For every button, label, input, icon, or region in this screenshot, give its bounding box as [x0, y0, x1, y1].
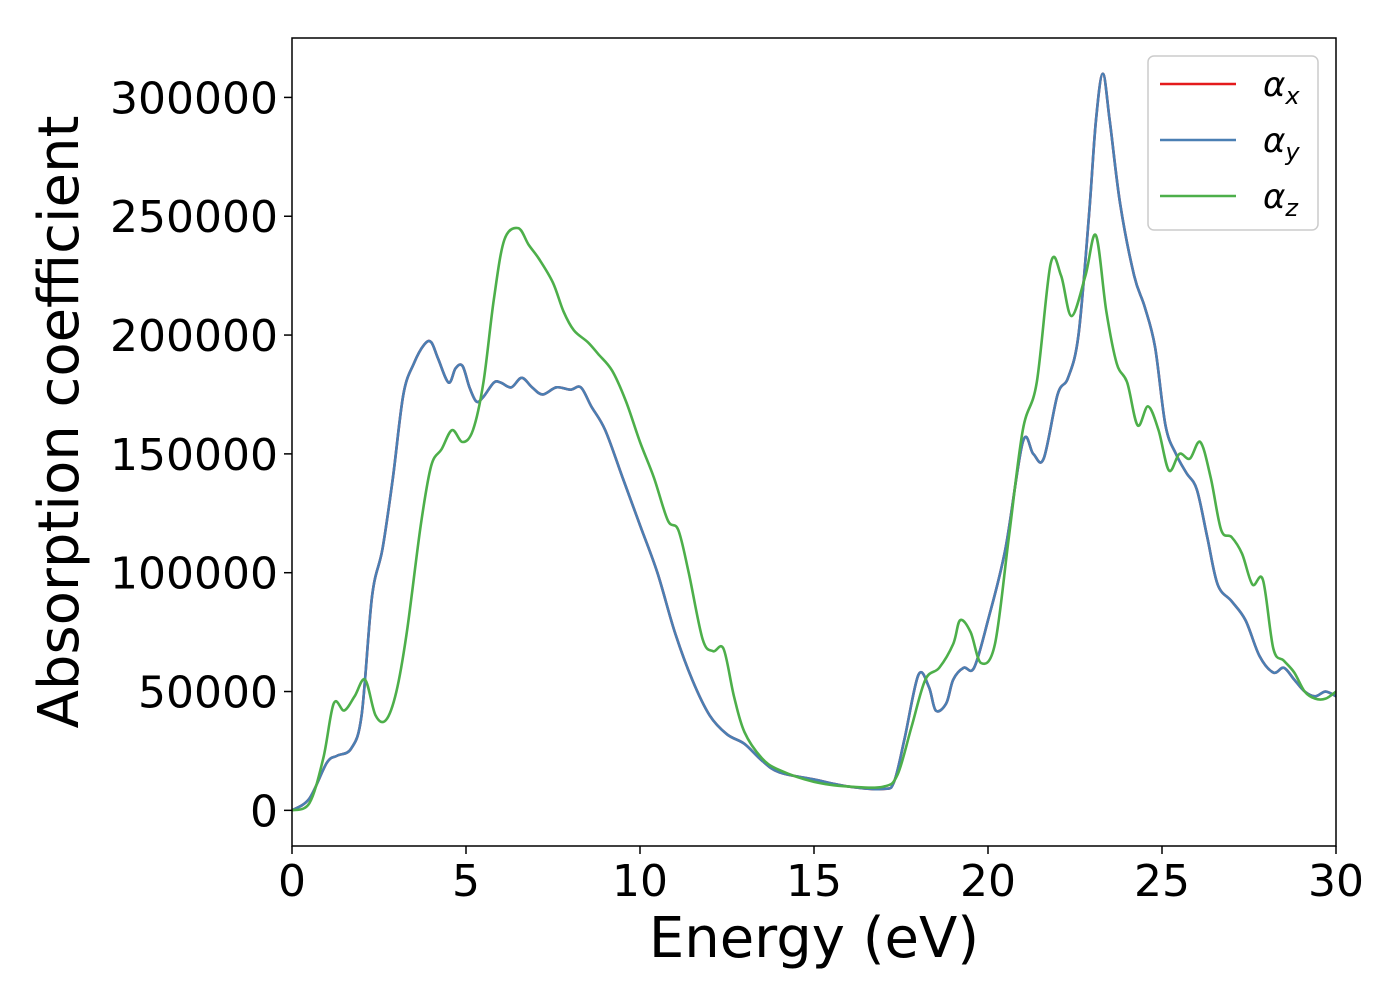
- x-tick-label: 0: [278, 856, 306, 907]
- legend-label-z: αz: [1263, 177, 1299, 222]
- legend-label-y: αy: [1263, 121, 1300, 166]
- x-axis-ticks: 0 5 10 15 20 25 30: [278, 846, 1364, 907]
- legend-label-x: αx: [1263, 65, 1300, 110]
- y-axis-label: Absorption coefficient: [27, 116, 92, 729]
- series-layer: [292, 72, 1336, 812]
- x-tick-label: 5: [452, 856, 480, 907]
- x-tick-label: 25: [1134, 856, 1190, 907]
- x-tick-label: 20: [960, 856, 1016, 907]
- y-tick-label: 100000: [110, 549, 278, 600]
- legend-box: [1147, 55, 1319, 231]
- y-tick-label: 0: [250, 786, 278, 837]
- x-tick-label: 15: [786, 856, 842, 907]
- x-tick-label: 30: [1308, 856, 1364, 907]
- x-axis-label: Energy (eV): [649, 906, 979, 971]
- y-tick-label: 300000: [110, 73, 278, 124]
- y-tick-label: 50000: [138, 668, 278, 719]
- series-line-alpha-z: [292, 226, 1336, 812]
- legend: αx αy αz: [1147, 55, 1319, 231]
- y-axis-ticks: 0 50000 100000 150000 200000 250000 300000: [110, 73, 292, 837]
- x-tick-label: 10: [612, 856, 668, 907]
- y-tick-label: 150000: [110, 430, 278, 481]
- y-tick-label: 250000: [110, 192, 278, 243]
- y-tick-label: 200000: [110, 311, 278, 362]
